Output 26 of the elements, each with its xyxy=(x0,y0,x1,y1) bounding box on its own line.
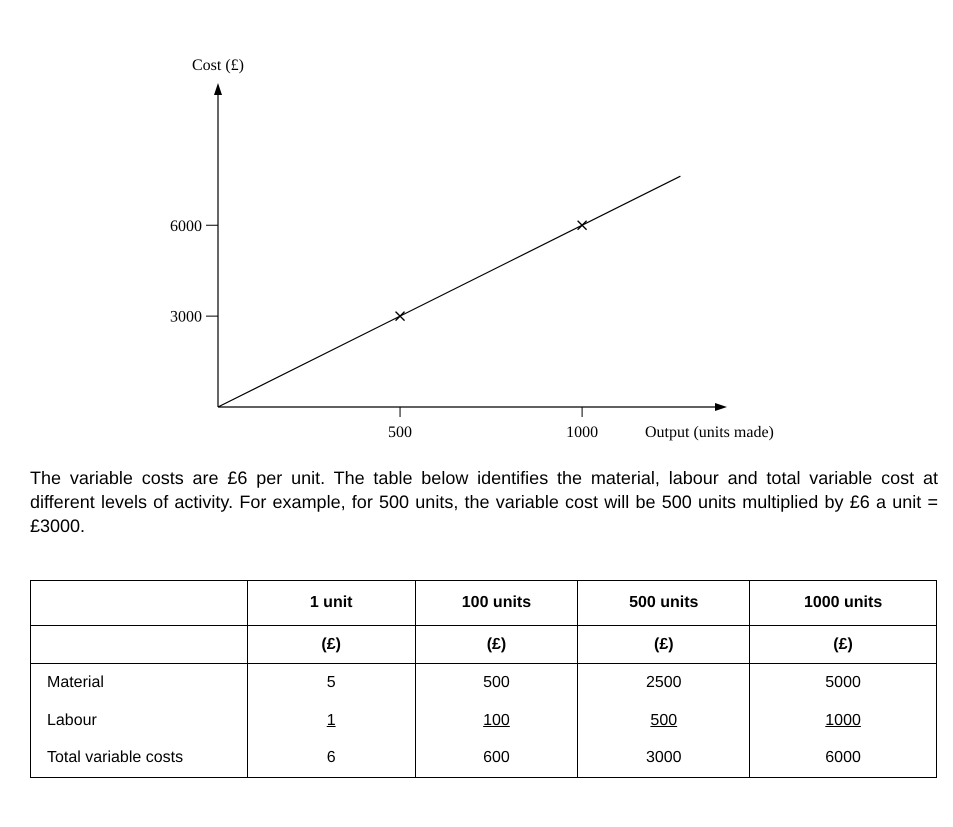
text: 1 xyxy=(326,712,336,728)
text: 5000 xyxy=(825,674,861,691)
text: 500 xyxy=(483,674,510,691)
x-axis-title: Output (units made) xyxy=(645,424,774,441)
text: 6000 xyxy=(825,749,861,766)
text: 6 xyxy=(326,749,336,766)
text: 100 xyxy=(483,712,510,728)
category-label: Total variable costs xyxy=(47,749,184,766)
text: 1000 xyxy=(825,712,861,728)
category-label: 100 units xyxy=(415,580,578,626)
category-label: Material xyxy=(47,674,104,691)
category-label: 500 units xyxy=(578,580,750,626)
category-label: 1000 units xyxy=(750,580,936,626)
category-label: Labour xyxy=(47,712,97,728)
text: (£) xyxy=(247,626,416,664)
text: 600 xyxy=(483,749,510,766)
text: The variable costs are £6 per unit. The table below identifies the material, labour and total variable cost at different levels of activity. For example, for 500 units, the variable cost will be 500 units multiplied by £6 a unit = £3000. xyxy=(30,467,938,538)
text: (£) xyxy=(654,636,674,652)
text: 5 xyxy=(326,674,336,691)
text: 2500 xyxy=(646,674,682,691)
text: 3000 xyxy=(646,749,682,766)
text: (£) xyxy=(486,636,506,652)
y-axis-title: Cost (£) xyxy=(192,57,244,74)
category-label: 1 unit xyxy=(247,580,416,626)
text: 500 xyxy=(650,712,678,728)
text: (£) xyxy=(833,636,853,652)
